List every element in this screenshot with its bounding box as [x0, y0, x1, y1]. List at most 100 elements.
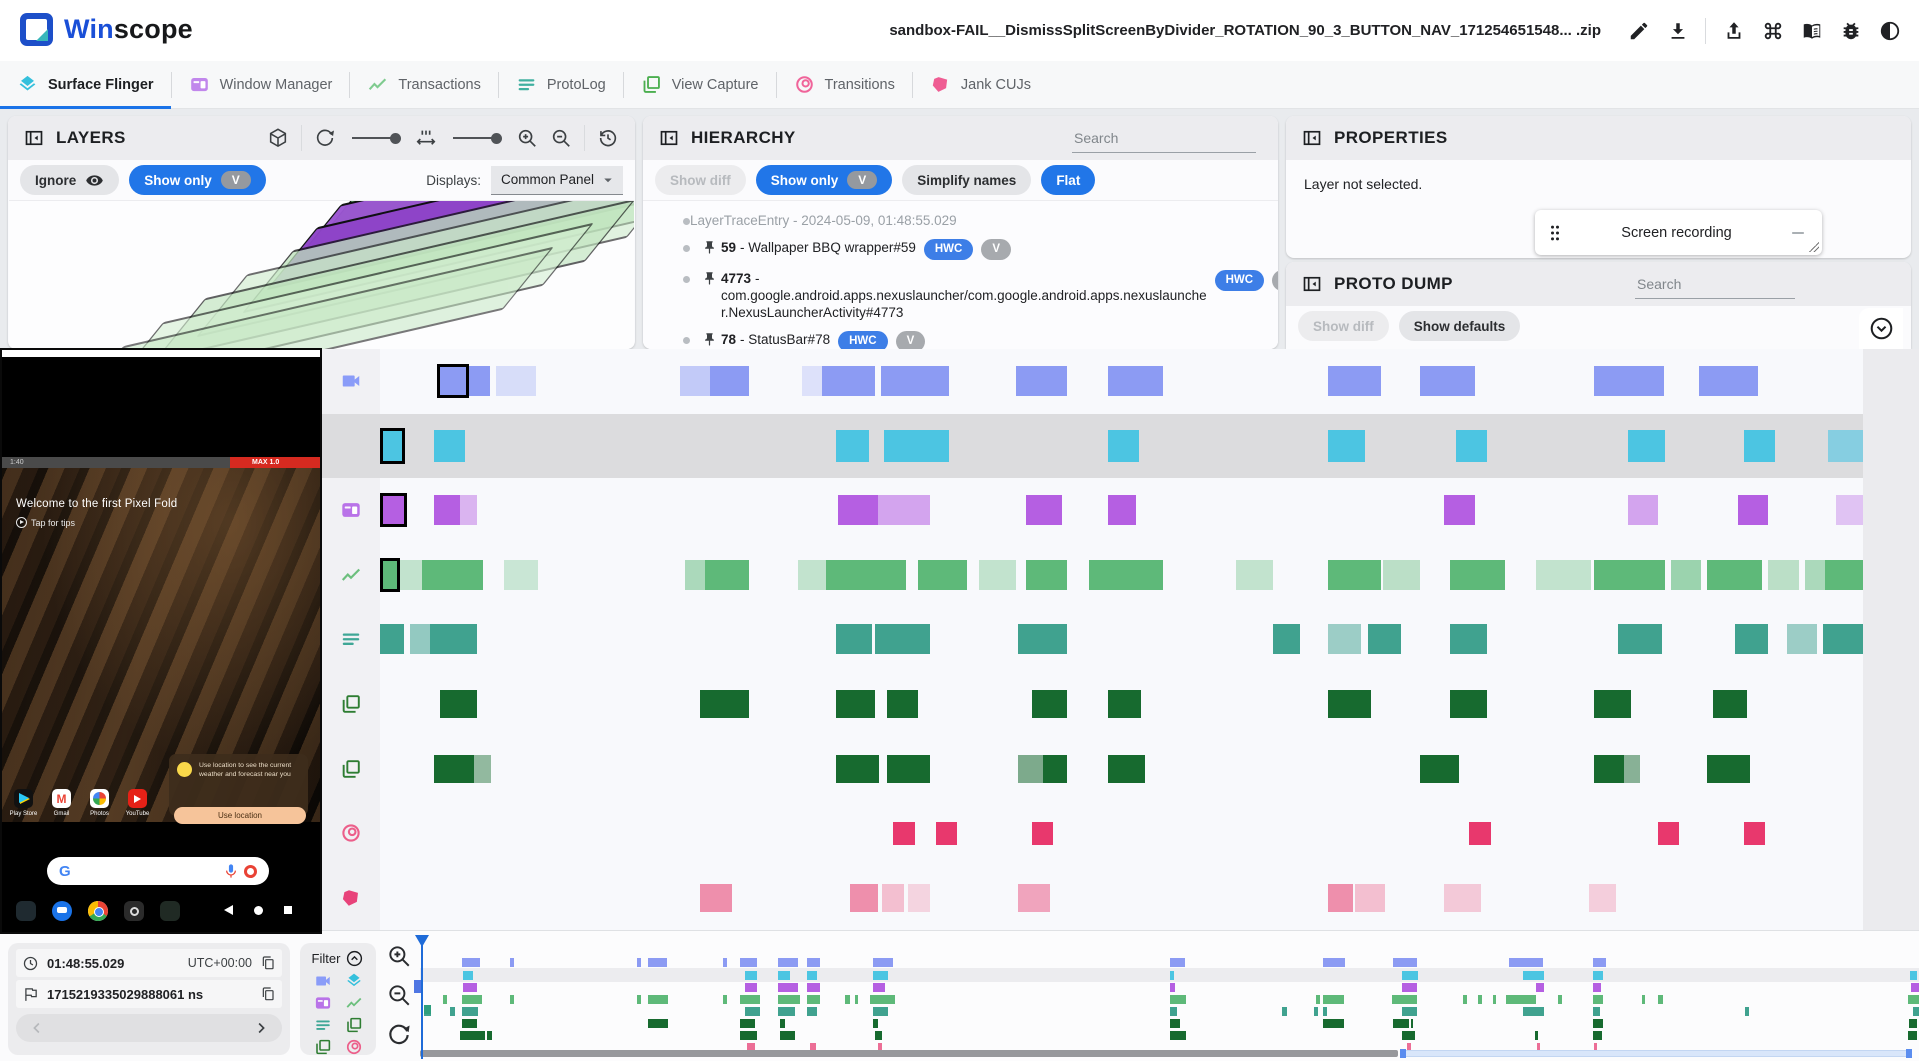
- rotation-slider[interactable]: [352, 132, 401, 144]
- simplify-names-button[interactable]: Simplify names: [902, 165, 1032, 195]
- documentation-button[interactable]: [1800, 19, 1823, 42]
- trace-entry-block[interactable]: [422, 559, 483, 590]
- trace-entry-block[interactable]: [437, 364, 469, 399]
- trace-entry-block[interactable]: [1707, 754, 1750, 783]
- trace-entry-block[interactable]: [474, 754, 491, 783]
- zoom-in-button[interactable]: [516, 127, 538, 149]
- tab-view-capture[interactable]: View Capture: [624, 61, 776, 108]
- trace-entry-block[interactable]: [380, 427, 405, 464]
- collapse-panel-icon[interactable]: [24, 128, 44, 148]
- trace-entry-block[interactable]: [700, 883, 732, 912]
- trace-entry-block[interactable]: [822, 366, 875, 397]
- trace-entry-block[interactable]: [918, 559, 967, 590]
- previous-frame-button[interactable]: [28, 1019, 46, 1037]
- tab-protolog[interactable]: ProtoLog: [499, 61, 623, 108]
- trace-entry-block[interactable]: [887, 754, 930, 783]
- slider-knob[interactable]: [491, 132, 502, 144]
- trace-entry-block[interactable]: [1450, 624, 1487, 655]
- trace-entry-block[interactable]: [434, 754, 474, 783]
- minimap-cursor-head[interactable]: [415, 935, 429, 947]
- trace-entry-block[interactable]: [836, 624, 872, 655]
- trace-entry-block[interactable]: [1018, 754, 1043, 783]
- trace-entry-block[interactable]: [710, 366, 749, 397]
- trace-entry-block[interactable]: [1671, 559, 1701, 590]
- trace-entry-block[interactable]: [434, 495, 460, 526]
- spacing-slider[interactable]: [453, 132, 502, 144]
- trace-entry-block[interactable]: [887, 690, 918, 719]
- hierarchy-search-input[interactable]: [1072, 123, 1256, 153]
- trace-entry-block[interactable]: [1768, 559, 1799, 590]
- trace-entry-block[interactable]: [1624, 754, 1640, 783]
- upload-button[interactable]: [1722, 19, 1745, 42]
- trace-entry-block[interactable]: [380, 624, 404, 655]
- trace-entry-block[interactable]: [979, 559, 1016, 590]
- trace-entry-block[interactable]: [802, 366, 822, 397]
- trace-entry-block[interactable]: [1383, 559, 1420, 590]
- trace-entry-block[interactable]: [936, 821, 957, 845]
- copy-time-icon[interactable]: [260, 955, 276, 971]
- trace-entry-block[interactable]: [1594, 690, 1631, 719]
- collapse-panel-icon[interactable]: [1302, 274, 1322, 294]
- trace-entry-block[interactable]: [1328, 690, 1371, 719]
- trace-entry-block[interactable]: [1707, 559, 1762, 590]
- trace-entry-block[interactable]: [1658, 821, 1679, 845]
- trace-entry-block[interactable]: [1016, 366, 1067, 397]
- trace-entry-block[interactable]: [1108, 690, 1141, 719]
- trace-entry-block[interactable]: [875, 624, 930, 655]
- reset-view-button[interactable]: [597, 127, 619, 149]
- trace-entry-block[interactable]: [1738, 495, 1768, 526]
- trace-entry-block[interactable]: [1108, 495, 1136, 526]
- tab-transactions[interactable]: Transactions: [350, 61, 497, 108]
- trace-entry-block[interactable]: [1420, 366, 1475, 397]
- filter-view-capture-icon[interactable]: [345, 1016, 363, 1034]
- trace-entry-block[interactable]: [430, 624, 477, 655]
- show-defaults-button[interactable]: Show defaults: [1398, 311, 1521, 341]
- trace-entry-block[interactable]: [1594, 559, 1665, 590]
- trace-entry-block[interactable]: [1444, 495, 1475, 526]
- trace-entry-block[interactable]: [1032, 821, 1053, 845]
- trace-entry-block[interactable]: [1026, 495, 1062, 526]
- trace-entry-block[interactable]: [1032, 690, 1067, 719]
- pin-icon[interactable]: [702, 332, 717, 347]
- resize-handle[interactable]: [1809, 242, 1819, 252]
- trace-entry-block[interactable]: [1328, 366, 1381, 397]
- trace-entry-block[interactable]: [496, 366, 536, 397]
- trace-entry-block[interactable]: [380, 493, 407, 528]
- trace-entry-block[interactable]: [400, 559, 422, 590]
- trace-entry-block[interactable]: [1026, 559, 1067, 590]
- screen-recording-card[interactable]: Screen recording: [1535, 210, 1822, 255]
- trace-entry-block[interactable]: [685, 559, 705, 590]
- trace-entry-block[interactable]: [1328, 429, 1365, 462]
- trace-entry-block[interactable]: [836, 754, 879, 783]
- filter-protolog-icon[interactable]: [314, 1016, 332, 1034]
- hierarchy-node[interactable]: LayerTraceEntry - 2024-05-09, 01:48:55.0…: [643, 207, 1278, 234]
- drag-handle-icon[interactable]: [1545, 223, 1565, 243]
- trace-entry-block[interactable]: [1823, 624, 1863, 655]
- trace-entry-block[interactable]: [1744, 429, 1775, 462]
- trace-entry-block[interactable]: [410, 624, 430, 655]
- range-handle-left[interactable]: [1400, 1049, 1406, 1058]
- trace-entry-block[interactable]: [1328, 559, 1381, 590]
- trace-entry-block[interactable]: [680, 366, 710, 397]
- trace-entry-block[interactable]: [440, 690, 477, 719]
- collapse-panel-icon[interactable]: [659, 128, 679, 148]
- trace-entry-block[interactable]: [1236, 559, 1273, 590]
- trace-entry-block[interactable]: [1420, 754, 1459, 783]
- trace-entry-block[interactable]: [705, 559, 749, 590]
- copy-ns-icon[interactable]: [260, 986, 276, 1002]
- trace-entry-block[interactable]: [798, 559, 826, 590]
- trace-entry-block[interactable]: [460, 495, 477, 526]
- trace-entry-block[interactable]: [1328, 883, 1353, 912]
- trace-entry-block[interactable]: [1805, 559, 1825, 590]
- trace-entry-block[interactable]: [1108, 754, 1145, 783]
- trace-entry-block[interactable]: [1699, 366, 1758, 397]
- report-bug-button[interactable]: [1839, 19, 1862, 42]
- trace-entry-block[interactable]: [1836, 495, 1863, 526]
- trace-entry-block[interactable]: [838, 495, 878, 526]
- trace-entry-block[interactable]: [893, 821, 915, 845]
- trace-entry-block[interactable]: [1828, 429, 1863, 462]
- screen-recording-overlay[interactable]: 1:40 MAX 1.0 Welcome to the first Pixel …: [0, 348, 322, 934]
- trace-entry-block[interactable]: [882, 883, 904, 912]
- minimap-cursor[interactable]: [421, 935, 423, 1059]
- trace-entry-block[interactable]: [1618, 624, 1662, 655]
